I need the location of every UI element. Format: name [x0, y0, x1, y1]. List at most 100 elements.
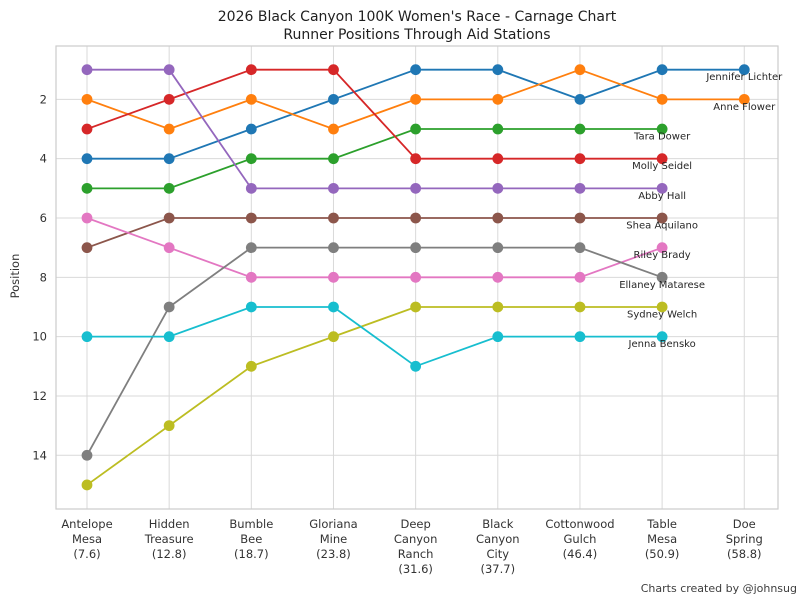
series-point-molly-seidel — [410, 153, 422, 165]
y-tick-label: 6 — [40, 211, 47, 225]
series-point-ellaney-matarese — [492, 242, 504, 254]
series-point-ellaney-matarese — [410, 242, 422, 254]
runner-label-sydney-welch: Sydney Welch — [627, 309, 697, 320]
series-line-ellaney-matarese — [86, 246, 663, 456]
series-point-jennifer-lichter — [81, 153, 93, 165]
series-point-shea-aquilano — [574, 212, 586, 224]
series-point-anne-flower — [163, 123, 175, 135]
series-point-jennifer-lichter — [163, 153, 175, 165]
y-tick-label: 4 — [40, 152, 47, 166]
series-line-jenna-bensko — [87, 306, 663, 368]
series-point-jennifer-lichter — [656, 64, 668, 76]
x-tick-label: Doe Spring (58.8) — [726, 517, 763, 561]
series-point-jenna-bensko — [574, 331, 586, 343]
x-tick-label: Hidden Treasure (12.8) — [144, 517, 194, 561]
x-tick-label: Cottonwood Gulch (46.4) — [545, 517, 614, 561]
series-point-sydney-welch — [656, 301, 668, 313]
series-point-shea-aquilano — [328, 212, 339, 224]
series-point-tara-dower — [410, 123, 422, 135]
series-point-anne-flower — [738, 93, 750, 105]
series-point-tara-dower — [163, 182, 175, 194]
x-tick-label: Antelope Mesa (7.6) — [61, 517, 112, 561]
series-line-tara-dower — [87, 128, 663, 190]
series-point-tara-dower — [328, 153, 339, 165]
series-point-ellaney-matarese — [574, 242, 586, 254]
series-point-jenna-bensko — [656, 331, 668, 343]
series-line-shea-aquilano — [86, 217, 663, 249]
series-point-riley-brady — [328, 271, 339, 283]
x-tick-label: Table Mesa (50.9) — [645, 517, 680, 561]
series-point-abby-hall — [163, 64, 175, 76]
series-line-abby-hall — [87, 68, 663, 190]
series-point-abby-hall — [245, 182, 257, 194]
runner-label-riley-brady: Riley Brady — [634, 250, 691, 261]
series-point-molly-seidel — [328, 64, 339, 76]
series-point-riley-brady — [656, 242, 668, 254]
series-point-tara-dower — [81, 182, 93, 194]
runner-label-jenna-bensko: Jenna Bensko — [628, 339, 696, 350]
series-point-molly-seidel — [656, 153, 668, 165]
runner-label-abby-hall: Abby Hall — [638, 191, 686, 202]
series-point-jennifer-lichter — [410, 64, 422, 76]
series-point-sydney-welch — [492, 301, 504, 313]
runner-label-anne-flower: Anne Flower — [713, 102, 776, 113]
series-point-molly-seidel — [81, 123, 93, 135]
runner-label-shea-aquilano: Shea Aquilano — [626, 221, 698, 232]
y-tick-label: 12 — [32, 389, 47, 403]
series-point-shea-aquilano — [410, 212, 422, 224]
series-point-riley-brady — [410, 271, 422, 283]
series-point-sydney-welch — [245, 360, 257, 372]
series-point-shea-aquilano — [163, 212, 175, 224]
series-point-jennifer-lichter — [738, 64, 750, 76]
series-point-jenna-bensko — [81, 331, 93, 343]
series-point-abby-hall — [328, 182, 339, 194]
y-tick-label: 10 — [32, 330, 47, 344]
series-point-shea-aquilano — [492, 212, 504, 224]
series-point-jenna-bensko — [163, 331, 175, 343]
series-point-anne-flower — [574, 64, 586, 76]
series-point-abby-hall — [81, 64, 93, 76]
x-tick-label: Gloriana Mine (23.8) — [309, 517, 357, 561]
series-point-riley-brady — [492, 271, 504, 283]
runner-label-molly-seidel: Molly Seidel — [632, 161, 692, 172]
series-point-anne-flower — [656, 93, 668, 105]
runner-label-jennifer-lichter: Jennifer Lichter — [705, 72, 783, 83]
x-tick-label: Bumble Bee (18.7) — [229, 517, 273, 561]
series-point-jenna-bensko — [492, 331, 504, 343]
series-point-ellaney-matarese — [163, 301, 175, 313]
chart-title: 2026 Black Canyon 100K Women's Race - Ca… — [30, 9, 804, 44]
series-point-jenna-bensko — [328, 301, 339, 313]
series-point-sydney-welch — [163, 420, 175, 432]
series-point-sydney-welch — [328, 331, 339, 343]
series-point-riley-brady — [574, 271, 586, 283]
runner-label-ellaney-matarese: Ellaney Matarese — [619, 280, 705, 291]
series-point-jenna-bensko — [245, 301, 257, 313]
series-point-tara-dower — [245, 153, 257, 165]
series-point-abby-hall — [574, 182, 586, 194]
series-point-abby-hall — [410, 182, 422, 194]
series-point-jennifer-lichter — [328, 93, 339, 105]
series-point-ellaney-matarese — [81, 449, 93, 461]
series-point-molly-seidel — [492, 153, 504, 165]
series-point-riley-brady — [81, 212, 93, 224]
series-point-shea-aquilano — [81, 242, 93, 254]
series-point-molly-seidel — [574, 153, 586, 165]
x-tick-label: Deep Canyon Ranch (31.6) — [394, 517, 438, 576]
series-point-shea-aquilano — [656, 212, 668, 224]
y-tick-label: 2 — [40, 92, 47, 106]
y-tick-label: 14 — [32, 448, 47, 462]
series-point-riley-brady — [163, 242, 175, 254]
series-point-shea-aquilano — [245, 212, 257, 224]
series-point-tara-dower — [574, 123, 586, 135]
series-point-ellaney-matarese — [656, 271, 668, 283]
credit-text: Charts created by @johnsug — [640, 582, 797, 595]
series-point-ellaney-matarese — [245, 242, 257, 254]
series-point-anne-flower — [245, 93, 257, 105]
plot-border — [55, 45, 779, 510]
series-line-riley-brady — [86, 217, 663, 279]
series-point-jennifer-lichter — [492, 64, 504, 76]
series-line-molly-seidel — [86, 68, 663, 160]
series-point-jennifer-lichter — [574, 93, 586, 105]
series-point-sydney-welch — [410, 301, 422, 313]
